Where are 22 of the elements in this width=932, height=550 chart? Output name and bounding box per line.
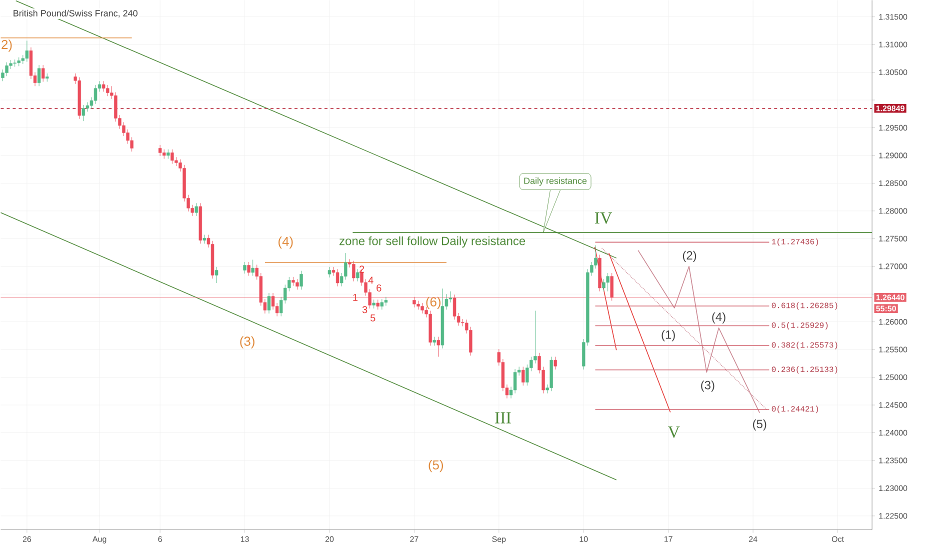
annotation: 6: [376, 284, 382, 292]
annotation: (3): [701, 380, 714, 392]
annotation: 2): [2, 40, 12, 52]
annotation: (4): [712, 312, 726, 324]
annotation: (2): [682, 250, 696, 262]
annotation: (1): [662, 330, 675, 342]
text: British Pound/Swiss Franc, 240: [14, 10, 138, 18]
annotation: 1: [353, 294, 358, 301]
annotation: Daily resistance: [524, 178, 587, 186]
annotation: (5): [428, 460, 444, 472]
annotation: 2: [359, 266, 364, 273]
annotation: 4: [368, 276, 374, 284]
annotation: (4): [278, 236, 293, 249]
annotation: 5: [370, 314, 376, 322]
annotation: IV: [594, 212, 612, 224]
annotation: zone for sell follow Daily resistance: [340, 236, 526, 248]
annotation: V: [668, 426, 680, 438]
annotation: (3): [240, 336, 254, 349]
annotation: (6): [426, 297, 440, 310]
annotation: III: [495, 412, 511, 424]
annotation: (5): [753, 420, 766, 431]
annotation: 3: [362, 306, 368, 314]
